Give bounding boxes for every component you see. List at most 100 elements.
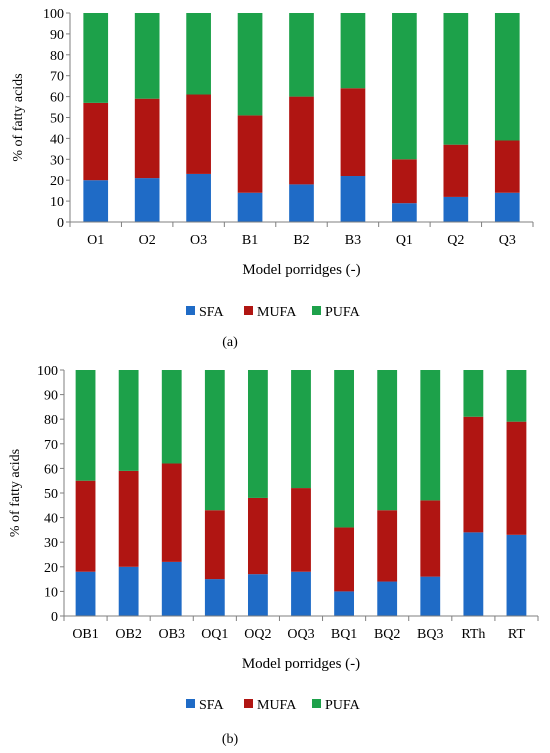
chart-b-bar-mufa-bq3: [420, 500, 441, 577]
chart-a-x-tick-label: Q2: [447, 233, 464, 248]
chart-a-x-tick-label: Q3: [499, 233, 516, 248]
chart-a-legend-swatch-sfa: [186, 306, 195, 315]
chart-b-bar-sfa-bq1: [334, 591, 355, 616]
chart-a-bar-pufa-o2: [134, 13, 160, 99]
chart-b-y-tick-label: 100: [37, 364, 58, 379]
chart-b-bar-mufa-bq1: [334, 527, 355, 592]
chart-a-bar-sfa-q1: [392, 203, 417, 222]
chart-b-bar-sfa-ob2: [118, 566, 139, 616]
chart-b-bar-pufa-ob2: [118, 370, 139, 471]
chart-b-bar-pufa-bq2: [377, 370, 398, 511]
chart-b-y-axis-title: % of fatty acids: [8, 449, 23, 537]
chart-a-y-tick-label: 10: [50, 195, 64, 210]
chart-b-x-tick-label: BQ2: [374, 627, 400, 642]
chart-b-bar-mufa-oq2: [247, 497, 268, 575]
chart-a-bar-mufa-q1: [392, 159, 417, 204]
chart-b-legend-label-mufa: MUFA: [257, 698, 297, 713]
chart-b-y-tick-label: 30: [44, 536, 58, 551]
chart-a-y-tick-label: 40: [50, 132, 64, 147]
chart-a-y-tick-label: 50: [50, 112, 64, 127]
chart-b-bar-sfa-oq3: [291, 571, 311, 616]
chart-b-y-tick-label: 40: [44, 512, 58, 527]
chart-b-x-tick-label: OQ3: [287, 627, 314, 642]
chart-b-bar-mufa-oq3: [291, 488, 311, 572]
chart-b-y-tick-label: 70: [44, 438, 58, 453]
chart-a-x-tick-label: B2: [293, 233, 309, 248]
chart-a-bar-pufa-q3: [494, 13, 520, 141]
panel-label-b: (b): [221, 732, 239, 747]
chart-a-bar-pufa-b3: [340, 13, 366, 89]
chart-a-legend-label-sfa: SFA: [199, 305, 225, 320]
chart-b-x-tick-label: OB3: [159, 627, 185, 642]
chart-b-x-tick-label: OQ2: [244, 627, 271, 642]
chart-b-bar-mufa-oq1: [204, 510, 225, 580]
chart-b-bar-pufa-bq1: [334, 370, 355, 528]
chart-a-bar-pufa-b2: [289, 13, 314, 97]
chart-b-bar-mufa-rt: [506, 421, 527, 535]
chart-a-bar-mufa-b3: [340, 88, 366, 177]
chart-a-bar-pufa-b1: [237, 13, 263, 116]
chart-a-y-tick-label: 90: [50, 28, 64, 43]
chart-a-x-axis-title: Model porridges (-): [242, 262, 360, 278]
chart-b-bar-pufa-oq3: [291, 370, 311, 489]
chart-a-bar-mufa-o3: [186, 94, 211, 174]
chart-a-legend-swatch-pufa: [312, 306, 321, 315]
chart-a-y-tick-label: 20: [50, 174, 64, 189]
chart-b-x-tick-label: RTh: [461, 627, 485, 642]
chart-a-x-tick-label: O2: [139, 233, 156, 248]
chart-b-bar-sfa-ob1: [75, 571, 96, 616]
chart-b-bar-mufa-ob3: [161, 463, 182, 562]
chart-b-bar-sfa-bq3: [420, 576, 441, 616]
chart-panel-a: 0 10 20 30 40 50 60 70 80 90 100 O1 O2 O3 B1 B2 B3 Q1 Q2 Q3…: [0, 0, 550, 360]
chart-a-svg: 0 10 20 30 40 50 60 70 80 90 100 O1 O2 O3 B1 B2 B3 Q1 Q2 Q3…: [11, 7, 534, 320]
chart-b-svg: 0 10 20 30 40 50 60 70 80 90 100 OB1 OB2 OB3 OQ1 OQ2 OQ3…: [8, 364, 539, 713]
chart-b-legend-swatch-sfa: [186, 699, 195, 708]
chart-a-x-tick-label: B1: [242, 233, 258, 248]
chart-a-x-tick-label: B3: [345, 233, 361, 248]
chart-b-x-tick-label: OQ1: [201, 627, 228, 642]
chart-a-bar-sfa-o2: [134, 178, 160, 222]
chart-a-y-tick-label: 0: [57, 216, 64, 231]
chart-a-y-tick-label: 80: [50, 49, 64, 64]
chart-a-bar-mufa-q3: [494, 140, 520, 193]
chart-b-bar-pufa-rth: [463, 370, 484, 417]
chart-a-x-tick-label: Q1: [396, 233, 413, 248]
chart-b-x-tick-label: RT: [508, 627, 525, 642]
chart-b-bar-mufa-ob2: [118, 470, 139, 567]
chart-b-y-tick-label: 20: [44, 561, 58, 576]
chart-a-y-tick-label: 30: [50, 153, 64, 168]
chart-b-bar-mufa-bq2: [377, 510, 398, 582]
chart-a-bar-sfa-b2: [289, 184, 314, 222]
chart-a-bar-pufa-o1: [83, 13, 109, 103]
chart-a-bar-mufa-b1: [237, 115, 263, 193]
chart-a-bar-pufa-q1: [392, 13, 417, 160]
chart-a-bar-sfa-q2: [443, 196, 469, 222]
chart-a-y-tick-label: 70: [50, 70, 64, 85]
chart-b-legend-swatch-pufa: [312, 699, 321, 708]
chart-b-bar-sfa-ob3: [161, 561, 182, 616]
chart-b-bar-sfa-oq1: [204, 579, 225, 616]
chart-a-legend-label-mufa: MUFA: [257, 305, 297, 320]
chart-a-x-tick-label: O3: [190, 233, 207, 248]
chart-b-bar-sfa-oq2: [247, 574, 268, 616]
chart-b-y-tick-label: 0: [51, 610, 58, 625]
chart-b-y-tick-label: 60: [44, 462, 58, 477]
chart-b-bar-pufa-bq3: [420, 370, 441, 501]
chart-a-y-tick-label: 100: [43, 7, 64, 22]
chart-a-bar-mufa-o2: [134, 98, 160, 179]
chart-b-legend-swatch-mufa: [244, 699, 253, 708]
chart-b-x-tick-label: BQ3: [417, 627, 443, 642]
chart-a-bar-sfa-q3: [494, 192, 520, 222]
chart-b-bar-sfa-rth: [463, 532, 484, 616]
chart-b-x-tick-label: OB1: [72, 627, 98, 642]
chart-b-legend-label-sfa: SFA: [199, 698, 225, 713]
chart-b-bar-sfa-rt: [506, 534, 527, 616]
chart-b-x-tick-label: BQ1: [331, 627, 357, 642]
chart-b-x-axis-title: Model porridges (-): [242, 656, 360, 672]
chart-a-legend-swatch-mufa: [244, 306, 253, 315]
chart-b-bar-pufa-rt: [506, 370, 527, 422]
chart-a-y-tick-label: 60: [50, 91, 64, 106]
chart-b-bar-pufa-ob1: [75, 370, 96, 481]
chart-b-x-tick-label: OB2: [115, 627, 141, 642]
chart-b-y-tick-label: 90: [44, 389, 58, 404]
